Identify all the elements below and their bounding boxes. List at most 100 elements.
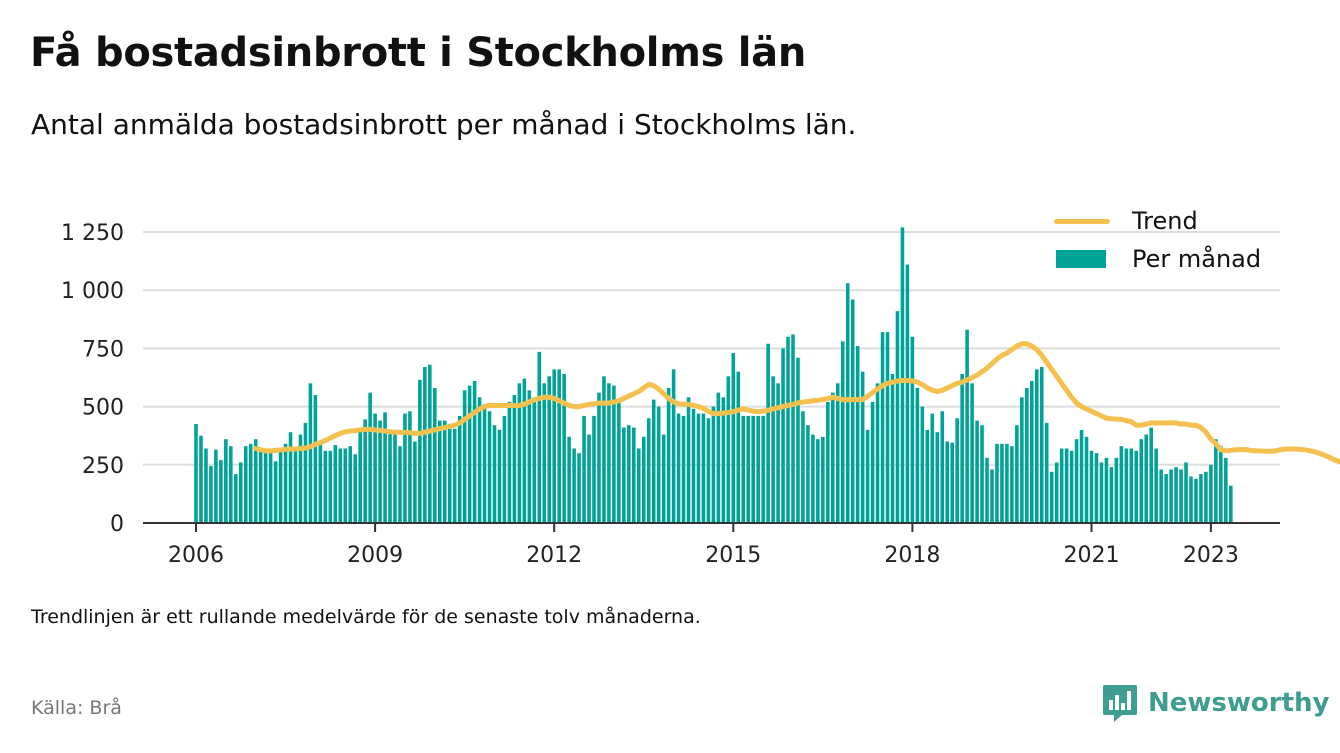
bar <box>343 448 348 523</box>
y-tick-label: 1 250 <box>61 221 124 246</box>
bar <box>706 418 711 523</box>
bar <box>398 446 402 523</box>
bar <box>1154 448 1158 523</box>
x-axis-ticks: 2006 2009 2012 2015 2018 2021 2023 <box>168 523 1239 568</box>
bar <box>413 441 417 523</box>
bar <box>736 371 741 523</box>
bar <box>1139 439 1144 523</box>
trend-line-group <box>253 341 1340 465</box>
bar <box>875 383 880 523</box>
bar <box>995 443 999 523</box>
bar <box>1099 462 1104 523</box>
bar <box>1039 367 1044 523</box>
bar <box>656 406 661 523</box>
bar <box>890 374 895 523</box>
bar <box>462 390 467 523</box>
bar <box>1124 448 1129 523</box>
bar <box>253 439 258 523</box>
bar <box>1114 457 1119 523</box>
bar <box>796 357 800 523</box>
bar <box>572 448 576 523</box>
bar <box>532 401 537 523</box>
bar <box>467 385 472 523</box>
bar <box>1020 397 1024 523</box>
bar <box>393 434 397 523</box>
bar <box>487 411 492 523</box>
bar <box>970 383 974 523</box>
bar <box>940 411 945 523</box>
bar <box>263 453 268 523</box>
bar <box>865 429 870 523</box>
bar <box>328 450 333 523</box>
bar <box>447 424 452 523</box>
bar <box>403 413 407 523</box>
legend-item-trend: Trend <box>1046 202 1278 240</box>
bar <box>1044 422 1049 523</box>
bar <box>234 474 238 523</box>
bar <box>318 443 323 523</box>
bar <box>442 420 447 523</box>
bar <box>761 415 765 523</box>
bar <box>960 374 964 523</box>
bar <box>1074 439 1079 523</box>
bar <box>313 394 318 523</box>
bar <box>905 264 910 523</box>
bar <box>1000 443 1004 523</box>
bar <box>199 435 203 523</box>
bar <box>194 424 198 523</box>
bar <box>945 441 950 523</box>
bar <box>835 383 840 523</box>
bar <box>592 415 596 523</box>
bar <box>268 448 273 523</box>
bar <box>1089 450 1094 523</box>
bar <box>771 376 775 523</box>
x-tick-label: 2021 <box>1064 543 1120 568</box>
bar <box>627 425 631 523</box>
bar <box>965 329 969 523</box>
bar <box>209 465 213 523</box>
bar <box>746 415 751 523</box>
bar <box>641 436 646 523</box>
bar <box>990 469 994 523</box>
x-tick-label: 2009 <box>347 543 403 568</box>
bar <box>298 434 303 523</box>
bar <box>527 390 532 523</box>
bar <box>358 429 362 523</box>
y-tick-label: 0 <box>110 512 124 537</box>
bar <box>204 448 208 523</box>
bar <box>716 392 721 523</box>
bar <box>1094 453 1099 523</box>
bar <box>243 446 248 523</box>
bar <box>776 383 780 523</box>
bar <box>363 419 367 523</box>
bar <box>388 429 392 523</box>
bar <box>925 429 930 523</box>
bar <box>831 392 835 523</box>
bar <box>811 434 815 523</box>
bar <box>980 425 984 523</box>
bar <box>214 449 218 523</box>
bar <box>855 346 860 523</box>
bar <box>1164 474 1168 523</box>
bar <box>522 378 527 523</box>
bar <box>1010 446 1014 523</box>
bar <box>308 383 313 523</box>
bar <box>423 367 427 523</box>
bar <box>806 425 810 523</box>
bar <box>1229 485 1233 523</box>
bar <box>930 413 935 523</box>
bar <box>1134 450 1139 523</box>
bar <box>602 376 606 523</box>
bar <box>756 415 760 523</box>
bar <box>681 415 686 523</box>
bar <box>587 434 591 523</box>
bar <box>512 394 517 523</box>
bar <box>353 454 357 523</box>
bar <box>845 283 850 523</box>
bar <box>840 341 845 523</box>
bar <box>975 420 979 523</box>
bar <box>915 387 920 523</box>
bar <box>373 413 377 523</box>
bar <box>219 460 223 523</box>
